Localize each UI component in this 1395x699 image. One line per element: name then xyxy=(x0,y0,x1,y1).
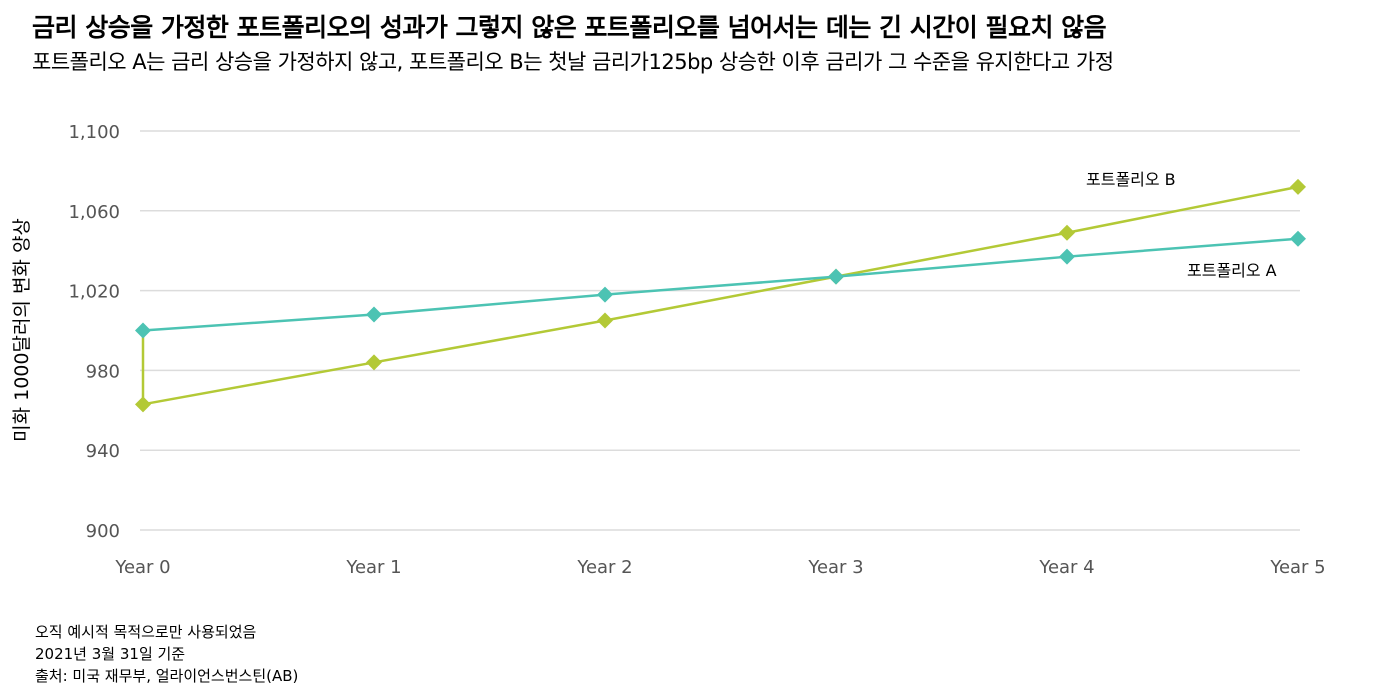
x-tick-label: Year 3 xyxy=(807,557,863,578)
data-point xyxy=(597,286,613,303)
x-tick-label: Year 2 xyxy=(576,557,632,578)
data-point xyxy=(1290,178,1306,195)
data-point xyxy=(1059,248,1075,265)
y-tick-label: 1,020 xyxy=(68,282,120,303)
series-label-b: 포트폴리오 B xyxy=(1086,170,1176,189)
footnotes: 오직 예시적 목적으로만 사용되었음 2021년 3월 31일 기준 출처: 미… xyxy=(35,621,298,687)
data-point xyxy=(828,268,844,285)
data-point xyxy=(135,322,151,339)
data-point xyxy=(1290,230,1306,247)
y-tick-label: 940 xyxy=(86,441,120,462)
x-tick-label: Year 5 xyxy=(1269,557,1325,578)
x-tick-label: Year 0 xyxy=(114,557,170,578)
x-tick-label: Year 1 xyxy=(345,557,401,578)
y-tick-label: 1,100 xyxy=(68,122,120,143)
y-tick-label: 900 xyxy=(86,521,120,542)
note-date: 2021년 3월 31일 기준 xyxy=(35,645,186,663)
chart-subtitle: 포트폴리오 A는 금리 상승을 가정하지 않고, 포트폴리오 B는 첫날 금리가… xyxy=(32,50,1114,74)
series-line xyxy=(142,237,1299,332)
y-tick-label: 1,060 xyxy=(68,202,120,223)
data-point xyxy=(597,312,613,329)
data-point xyxy=(366,354,382,371)
y-axis-label: 미화 1000달러의 변화 양상 xyxy=(11,218,33,442)
chart-title: 금리 상승을 가정한 포트폴리오의 성과가 그렇지 않은 포트폴리오를 넘어서는… xyxy=(32,13,1107,42)
data-point xyxy=(366,306,382,323)
x-tick-label: Year 4 xyxy=(1038,557,1094,578)
y-tick-label: 980 xyxy=(86,361,120,382)
note-source: 출처: 미국 재무부, 얼라이언스번스틴(AB) xyxy=(35,667,299,685)
data-point xyxy=(135,396,151,413)
series-label-a: 포트폴리오 A xyxy=(1187,261,1277,280)
note-illustrative: 오직 예시적 목적으로만 사용되었음 xyxy=(35,623,257,641)
data-point xyxy=(1059,224,1075,241)
series-line xyxy=(141,185,1299,406)
